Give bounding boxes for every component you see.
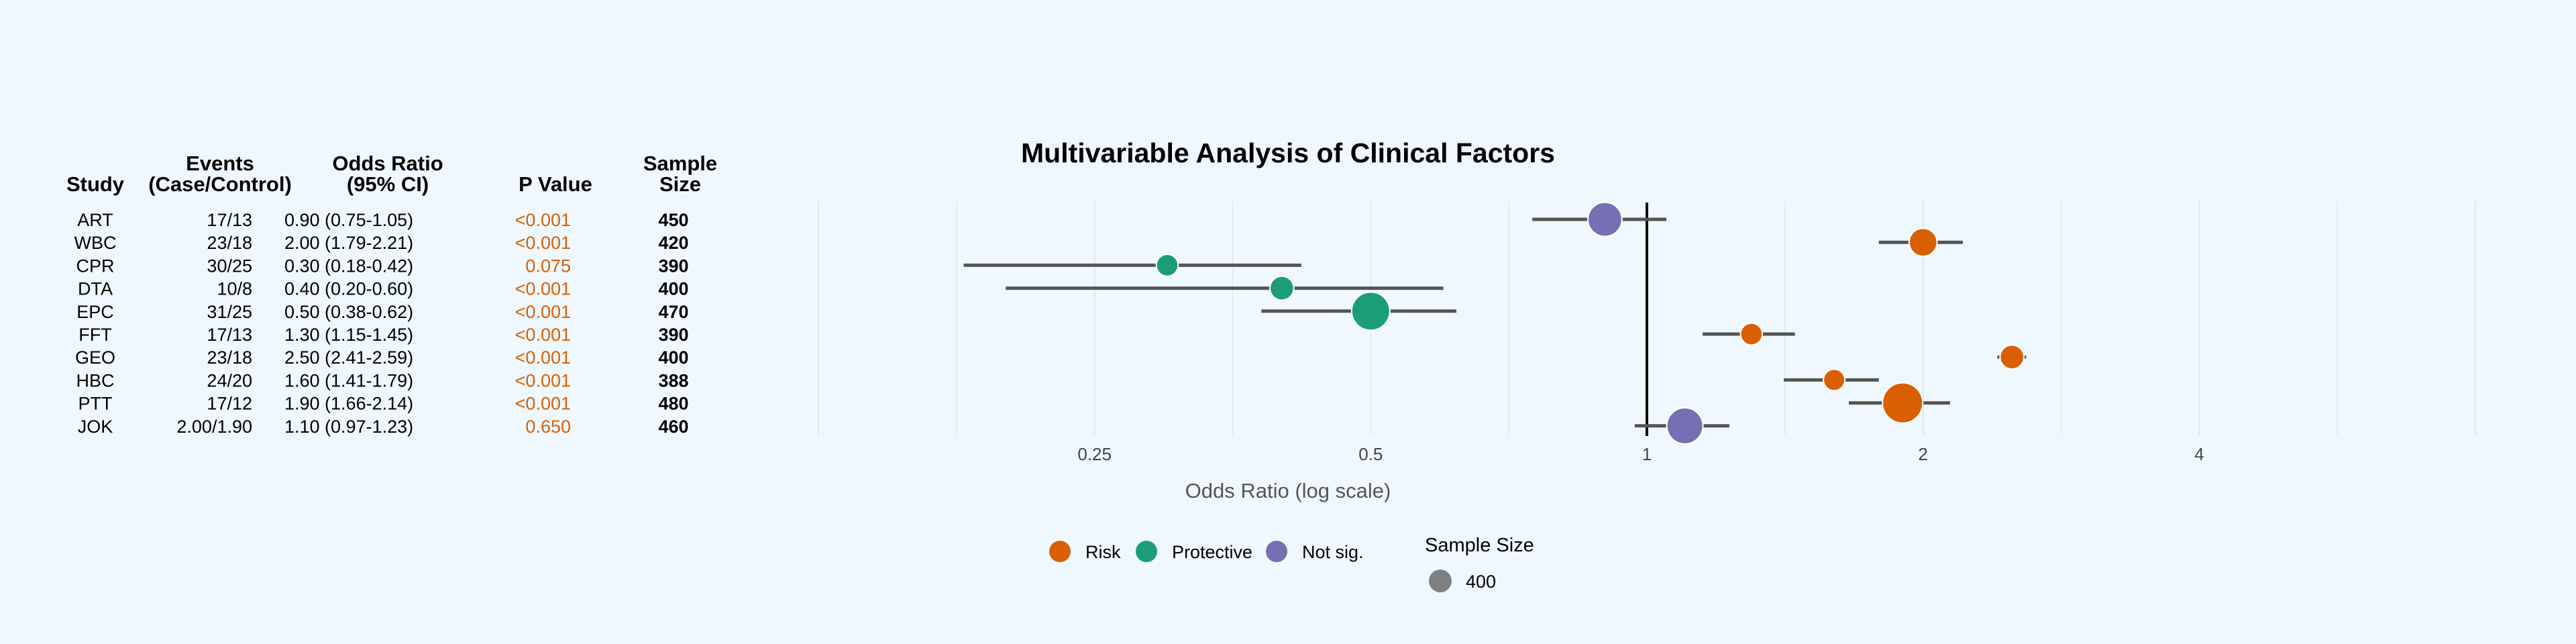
study-sample-size: 388 (658, 370, 688, 390)
study-sample-size: 470 (658, 302, 688, 322)
study-or-ci: 0.40 (0.20-0.60) (284, 279, 413, 299)
study-name: GEO (75, 347, 115, 368)
point-epc (1350, 291, 1391, 331)
study-or-ci: 0.50 (0.38-0.62) (284, 302, 413, 322)
header-p: P Value (519, 172, 592, 196)
legend-label: Risk (1085, 542, 1121, 562)
study-sample-size: 480 (658, 394, 688, 414)
study-or-ci: 2.00 (1.79-2.21) (284, 233, 413, 253)
study-events: 31/25 (207, 302, 252, 322)
study-sample-size: 390 (658, 256, 688, 276)
study-p-value: <0.001 (515, 233, 571, 253)
ci-lines (963, 217, 2027, 428)
study-sample-size: 390 (658, 325, 688, 345)
study-p-value: <0.001 (515, 325, 571, 345)
study-events: 24/20 (207, 370, 252, 390)
header-size-line1: Sample (643, 152, 717, 175)
study-events: 2.00/1.90 (176, 417, 252, 437)
study-or-ci: 0.30 (0.18-0.42) (284, 256, 413, 276)
x-tick-label: 2 (1918, 444, 1927, 464)
x-tick-label: 1 (1642, 444, 1652, 464)
legend-label: Protective (1172, 542, 1252, 562)
study-sample-size: 450 (658, 210, 688, 230)
study-or-ci: 1.10 (0.97-1.23) (284, 417, 413, 437)
study-events: 23/18 (207, 347, 252, 368)
study-sample-size: 400 (658, 347, 688, 368)
x-axis-label: Odds Ratio (log scale) (1185, 479, 1391, 502)
study-table: ART 17/13 0.90 (0.75-1.05) <0.001 450 WBC 23/1… (74, 210, 689, 437)
header-events-line1: Events (186, 152, 254, 175)
study-sample-size: 420 (658, 233, 688, 253)
study-p-value: 0.075 (525, 256, 571, 276)
study-or-ci: 0.90 (0.75-1.05) (284, 210, 413, 230)
legend-label: Not sig. (1302, 542, 1364, 562)
study-name: HBC (76, 370, 114, 390)
study-name: EPC (76, 302, 114, 322)
study-p-value: 0.650 (525, 417, 571, 437)
point-wbc (1908, 227, 1938, 258)
table-header: Study Events (Case/Control) Odds Ratio (… (66, 152, 717, 196)
point-jok (1666, 407, 1704, 445)
point-cpr (1155, 254, 1179, 277)
legend-size-title: Sample Size (1425, 535, 1534, 556)
study-p-value: <0.001 (515, 394, 571, 414)
header-or-line2: (95% CI) (347, 172, 429, 196)
or-points (1155, 201, 2025, 445)
study-name: CPR (76, 256, 114, 276)
study-name: WBC (74, 233, 117, 253)
study-p-value: <0.001 (515, 279, 571, 299)
legend-size-swatch (1429, 570, 1452, 592)
study-or-ci: 1.90 (1.66-2.14) (284, 394, 413, 414)
study-name: PTT (78, 394, 113, 414)
x-tick-label: 0.5 (1358, 444, 1383, 464)
study-events: 17/12 (207, 394, 252, 414)
point-geo (1999, 344, 2025, 370)
study-events: 17/13 (207, 325, 252, 345)
study-p-value: <0.001 (515, 347, 571, 368)
study-events: 30/25 (207, 256, 252, 276)
study-name: DTA (78, 279, 113, 299)
chart-title: Multivariable Analysis of Clinical Facto… (1021, 138, 1555, 168)
header-events-line2: (Case/Control) (148, 172, 292, 196)
x-axis-ticks: 0.25 0.5 1 2 4 (1077, 444, 2204, 464)
legend-swatch-risk (1049, 541, 1071, 562)
study-sample-size: 460 (658, 417, 688, 437)
point-dta (1269, 275, 1295, 301)
x-tick-label: 0.25 (1077, 444, 1112, 464)
study-events: 23/18 (207, 233, 252, 253)
header-size-line2: Size (659, 172, 701, 196)
study-p-value: <0.001 (515, 210, 571, 230)
legend-swatch-protective (1136, 541, 1157, 562)
legend-swatch-notsig (1266, 541, 1287, 562)
legend: Risk Protective Not sig. Sample Size 400 (1049, 535, 1534, 592)
study-name: JOK (78, 417, 113, 437)
header-study: Study (66, 172, 125, 196)
study-or-ci: 1.30 (1.15-1.45) (284, 325, 413, 345)
study-or-ci: 1.60 (1.41-1.79) (284, 370, 413, 390)
point-ptt (1882, 382, 1924, 424)
point-hbc (1823, 368, 1846, 392)
point-art (1587, 201, 1623, 237)
legend-size-label: 400 (1466, 572, 1496, 592)
study-p-value: <0.001 (515, 302, 571, 322)
x-tick-label: 4 (2194, 444, 2204, 464)
point-fft (1739, 322, 1764, 346)
study-events: 17/13 (207, 210, 252, 230)
study-sample-size: 400 (658, 279, 688, 299)
header-or-line1: Odds Ratio (332, 152, 443, 175)
study-or-ci: 2.50 (2.41-2.59) (284, 347, 413, 368)
study-events: 10/8 (217, 279, 252, 299)
study-name: FFT (78, 325, 111, 345)
study-name: ART (77, 210, 113, 230)
study-p-value: <0.001 (515, 370, 571, 390)
